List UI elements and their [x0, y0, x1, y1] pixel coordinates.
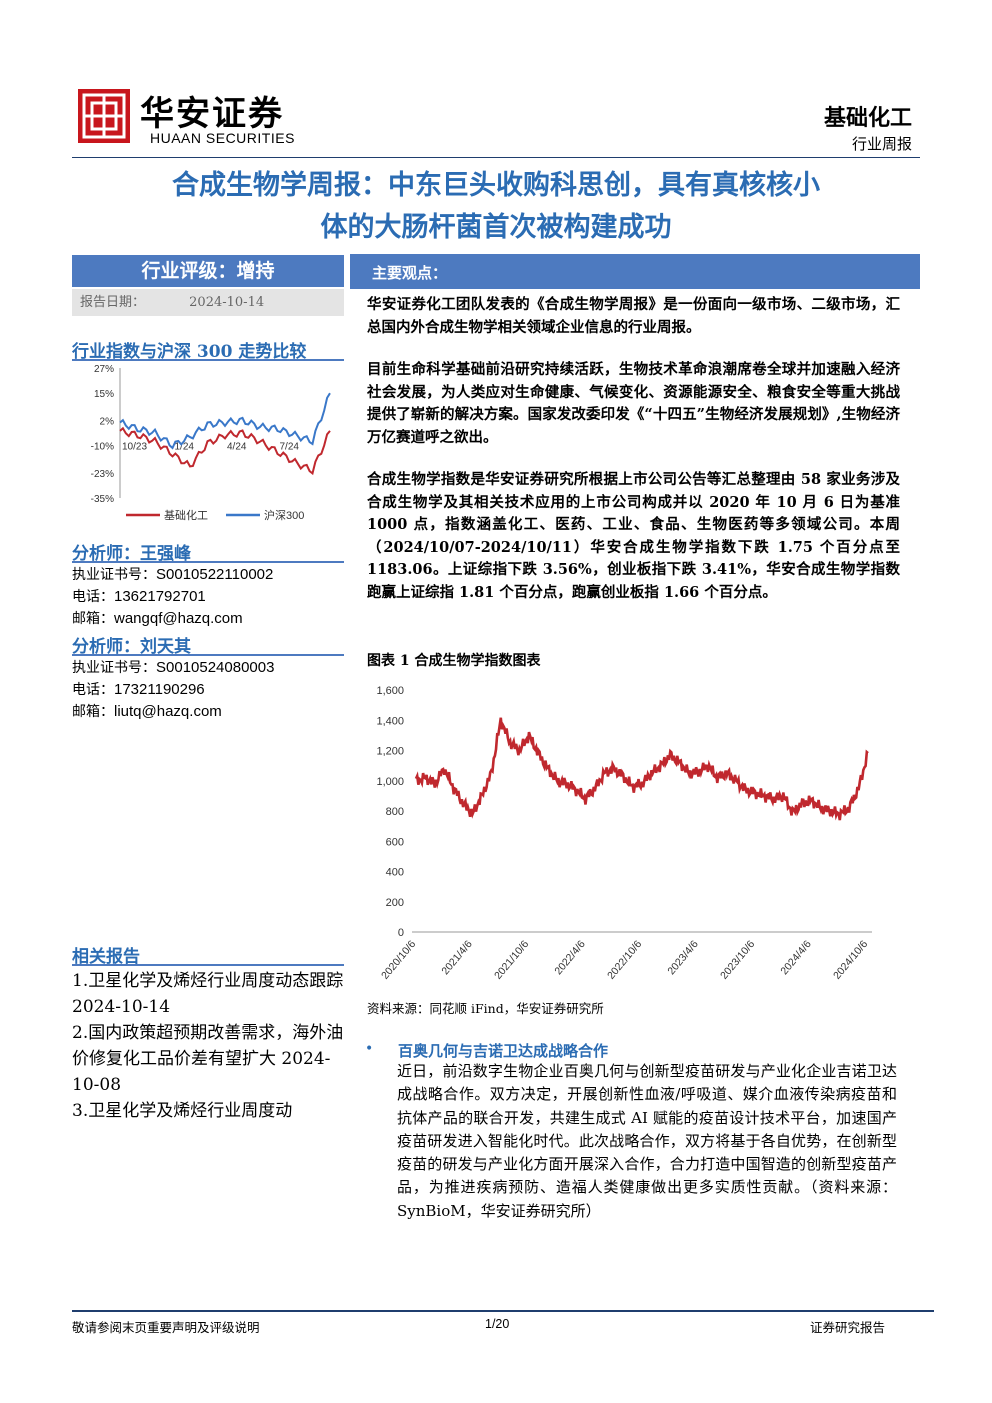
- cert-label: 执业证书号：: [72, 567, 156, 583]
- x-tick-label: 2024/4/6: [778, 938, 814, 977]
- paragraph-background: 目前生命科学基础前沿研究持续活跃，生物技术革命浪潮席卷全球并加速融入经济社会发展…: [367, 361, 900, 446]
- phone-label: 电话：: [72, 589, 114, 605]
- footer-disclaimer: 敬请参阅末页重要声明及评级说明: [72, 1320, 260, 1335]
- report-date-bar: 报告日期： 2024-10-14: [72, 289, 344, 316]
- y-tick-label: 0: [398, 927, 404, 939]
- y-tick-label: 1,400: [376, 715, 404, 727]
- y-tick-label: 1,600: [376, 685, 404, 697]
- news-body: 近日，前沿数字生物企业百奥几何与创新型疫苗研发与产业化企业吉诺卫达成战略合作。双…: [397, 1062, 897, 1220]
- paragraph-index: 合成生物学指数是华安证券研究所根据上市公司公告等汇总整理由 58 家业务涉及合成…: [367, 471, 900, 601]
- y-tick-label: 2%: [100, 416, 115, 427]
- paragraph-intro: 华安证券化工团队发表的《合成生物学周报》是一份面向一级市场、二级市场，汇总国内外…: [367, 296, 900, 336]
- analyst2-email[interactable]: liutq@hazq.com: [114, 703, 222, 720]
- x-tick-label: 2021/4/6: [439, 938, 475, 977]
- email-label: 邮箱：: [72, 611, 114, 627]
- analyst2-info: 执业证书号：S0010524080003 电话：17321190296 邮箱：l…: [72, 657, 274, 723]
- analyst2-phone: 17321190296: [114, 681, 205, 698]
- analyst1-title: 分析师：王强峰: [72, 544, 191, 564]
- x-tick-label: 2022/4/6: [552, 938, 588, 977]
- related-report-item[interactable]: 1.卫星化学及烯烃行业周度动态跟踪 2024-10-14: [72, 971, 344, 1017]
- x-tick-label: 2024/10/6: [831, 938, 870, 982]
- analyst1-cert: S0010522110002: [156, 566, 274, 583]
- y-tick-label: -10%: [91, 442, 114, 453]
- report-title-line1: 合成生物学周报：中东巨头收购科思创，具有真核核小: [172, 170, 820, 201]
- y-tick-label: 1,000: [376, 776, 404, 788]
- y-tick-label: 800: [386, 806, 404, 818]
- y-tick-label: 27%: [94, 364, 114, 375]
- section-divider: [72, 359, 344, 361]
- footer-label: 证券研究报告: [810, 1320, 886, 1335]
- page-number: 1/20: [485, 1317, 510, 1331]
- section-divider: [72, 654, 344, 656]
- index-compare-chart: 27% 15% 2% -10% -23% -35% 10/23 1/24 4/24 7/24 基…: [91, 364, 331, 522]
- x-tick-label: 2021/10/6: [492, 938, 531, 982]
- report-title: 合成生物学周报：中东巨头收购科思创，具有真核核小 体的大肠杆菌首次被构建成功: [72, 165, 920, 249]
- index-compare-title: 行业指数与沪深 300 走势比较: [72, 342, 307, 362]
- series-line: [119, 392, 331, 450]
- analyst1-phone: 13621792701: [114, 588, 206, 605]
- x-tick-label: 2022/10/6: [605, 938, 644, 982]
- x-tick-label: 1/24: [175, 442, 195, 453]
- related-reports-title: 相关报告: [72, 947, 140, 967]
- y-tick-label: 400: [386, 867, 404, 879]
- doc-type-label: 行业周报: [851, 135, 912, 153]
- y-tick-label: 1,200: [376, 746, 404, 758]
- x-tick-label: 10/23: [122, 442, 147, 453]
- x-tick-label: 4/24: [227, 442, 247, 453]
- section-divider: [72, 964, 344, 966]
- related-report-item[interactable]: 3.卫星化学及烯烃行业周度动: [72, 1101, 293, 1121]
- logo-mark: [78, 89, 130, 143]
- industry-rating: 行业评级：增持: [72, 255, 344, 287]
- legend-label: 基础化工: [164, 508, 208, 522]
- figure-title: 图表 1 合成生物学指数图表: [367, 653, 541, 669]
- y-tick-label: 200: [386, 897, 404, 909]
- email-label: 邮箱：: [72, 704, 114, 720]
- footer-divider: [72, 1310, 934, 1312]
- analyst2-cert: S0010524080003: [156, 659, 275, 676]
- index-line: [414, 717, 869, 821]
- bullet-icon: •: [365, 1041, 374, 1057]
- synbio-index-chart: 0 200 400 600 800 1,000 1,200 1,400 1,600 2020/1…: [376, 685, 872, 982]
- x-tick-label: 2020/10/6: [379, 938, 418, 982]
- y-tick-label: -35%: [91, 494, 114, 505]
- x-tick-label: 2023/10/6: [718, 938, 757, 982]
- logo-text-cn: 华安证券: [140, 94, 284, 134]
- legend-label: 沪深300: [264, 508, 304, 522]
- main-points-title: 主要观点：: [372, 264, 448, 282]
- report-date-value: 2024-10-14: [189, 295, 265, 310]
- header-divider: [72, 157, 920, 158]
- analyst1-info: 执业证书号：S0010522110002 电话：13621792701 邮箱：w…: [72, 564, 273, 630]
- news-title: 百奥几何与吉诺卫达成战略合作: [398, 1042, 609, 1060]
- analyst2-title: 分析师：刘天其: [72, 637, 191, 657]
- cert-label: 执业证书号：: [72, 660, 156, 676]
- phone-label: 电话：: [72, 682, 114, 698]
- related-reports-list: 1.卫星化学及烯烃行业周度动态跟踪 2024-10-14 2.国内政策超预期改善…: [72, 968, 344, 1124]
- y-tick-label: -23%: [91, 469, 114, 480]
- series-line: [119, 426, 331, 476]
- x-tick-label: 2023/4/6: [665, 938, 701, 977]
- y-tick-label: 15%: [94, 389, 114, 400]
- logo-text-en: HUAAN SECURITIES: [150, 130, 295, 146]
- main-points-bar: 主要观点：: [350, 254, 920, 289]
- analyst1-email[interactable]: wangqf@hazq.com: [114, 610, 243, 627]
- report-title-line2: 体的大肠杆菌首次被构建成功: [320, 212, 672, 243]
- related-report-item[interactable]: 2.国内政策超预期改善需求，海外油价修复化工品价差有望扩大 2024-10-08: [72, 1023, 344, 1095]
- x-tick-label: 7/24: [280, 442, 300, 453]
- figure-source: 资料来源：同花顺 iFind，华安证券研究所: [367, 1001, 604, 1016]
- sector-label: 基础化工: [823, 105, 912, 131]
- report-date-label: 报告日期：: [80, 295, 146, 310]
- section-divider: [72, 561, 344, 563]
- y-tick-label: 600: [386, 836, 404, 848]
